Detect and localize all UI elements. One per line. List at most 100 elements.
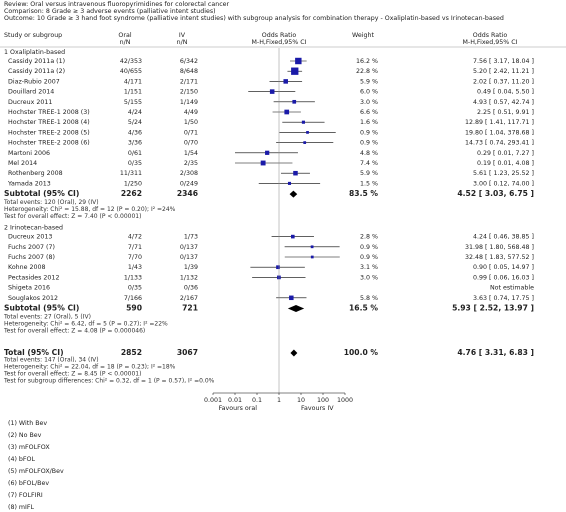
x-tick-label: 1000 [337, 397, 353, 404]
oral-events: 5/155 [124, 99, 142, 106]
point-estimate [293, 170, 298, 176]
odds-ratio: 4.76 [ 3.31, 6.83 ] [457, 348, 534, 357]
iv-events: 3067 [177, 348, 198, 357]
review: Review: Oral versus intravenous fluoropy… [4, 1, 230, 8]
outcome: Outcome: 10 Grade ≥ 3 hand foot syndrome… [4, 15, 504, 22]
study-name: Hochster TREE-2 2008 (6) [8, 140, 90, 147]
oral-events: 1/250 [124, 180, 142, 187]
odds-ratio: 5.61 [ 1.23, 25.52 ] [473, 170, 534, 177]
oral-events: 1/151 [124, 89, 142, 96]
iv-events: 0/71 [184, 129, 198, 136]
weight: 22.8 % [356, 68, 378, 75]
iv-events: 0/137 [180, 254, 198, 261]
weight: 5.9 % [360, 170, 378, 177]
weight: 3.0 % [360, 99, 378, 106]
odds-ratio: 7.56 [ 3.17, 18.04 ] [473, 58, 534, 65]
point-estimate [289, 295, 294, 301]
col-plot-sub: M-H,Fixed,95% CI [251, 39, 306, 46]
point-estimate [276, 265, 280, 270]
col-iv-sub: n/N [177, 39, 188, 46]
odds-ratio: 4.52 [ 3.03, 6.75 ] [457, 189, 534, 198]
odds-ratio: 0.90 [ 0.05, 14.97 ] [473, 264, 534, 271]
point-estimate [287, 181, 292, 185]
point-estimate [269, 89, 275, 94]
point-estimate [265, 150, 270, 155]
study-name: Pectasides 2012 [8, 274, 59, 281]
odds-ratio: 14.73 [ 0.74, 293.41 ] [465, 140, 534, 147]
odds-ratio: 0.99 [ 0.06, 16.03 ] [473, 274, 534, 281]
group-title: 1 Oxaliplatin-based [4, 49, 65, 56]
odds-ratio: 31.98 [ 1.80, 568.48 ] [465, 244, 534, 251]
oral-events: 590 [126, 304, 142, 313]
weight: 0.9 % [360, 254, 378, 261]
subgroup-note: Heterogeneity: Chi² = 6.42, df = 5 (P = … [4, 321, 168, 328]
study-name: Yamada 2013 [7, 180, 51, 187]
col-study: Study or subgroup [4, 32, 62, 39]
odds-ratio: 0.29 [ 0.01, 7.27 ] [477, 150, 534, 157]
col-or-sub: M-H,Fixed,95% CI [462, 39, 517, 46]
iv-events: 1/73 [184, 234, 198, 241]
x-tick-label: 0.01 [228, 397, 242, 404]
odds-ratio: 5.93 [ 2.52, 13.97 ] [452, 304, 534, 313]
point-estimate [284, 109, 290, 115]
study-name: Diaz-Rubio 2007 [8, 78, 60, 85]
weight: 5.8 % [360, 295, 378, 302]
iv-events: 0/137 [180, 244, 198, 251]
favours-right: Favours IV [301, 405, 334, 412]
footnote: (1) With Bev [8, 420, 47, 427]
study-name: Subtotal (95% CI) [4, 304, 79, 313]
odds-ratio: 12.89 [ 1.41, 117.71 ] [465, 119, 534, 126]
point-estimate [291, 67, 299, 75]
oral-events: 42/353 [120, 58, 142, 65]
study-name: Martoni 2006 [8, 150, 50, 157]
point-estimate [283, 79, 288, 84]
weight: 16.2 % [356, 58, 378, 65]
total-note: Heterogeneity: Chi² = 22.04, df = 18 (P … [4, 364, 176, 371]
iv-events: 2/35 [184, 160, 198, 167]
point-estimate [301, 120, 305, 124]
iv-events: 2346 [177, 189, 198, 198]
subgroup-note: Heterogeneity: Chi² = 15.88, df = 12 (P … [4, 206, 176, 213]
oral-events: 0/35 [128, 160, 142, 167]
subgroup-note: Test for overall effect: Z = 4.08 (P = 0… [3, 328, 145, 335]
oral-events: 0/61 [128, 150, 142, 157]
study-name: Fuchs 2007 (8) [8, 254, 55, 261]
point-estimate [292, 99, 297, 104]
oral-events: 4/72 [128, 234, 142, 241]
point-estimate [310, 255, 314, 259]
footnote: (3) mFOLFOX [8, 444, 50, 451]
footnote: (2) No Bev [8, 432, 42, 439]
study-name: Kohne 2008 [8, 264, 46, 271]
total-note: Test for overall effect: Z = 8.45 (P < 0… [3, 371, 141, 378]
x-tick-label: 1 [277, 397, 281, 404]
study-name: Total (95% CI) [4, 348, 64, 357]
group-title: 2 Irinotecan-based [4, 225, 63, 232]
x-tick-label: 0.001 [204, 397, 222, 404]
study-name: Hochster TREE-1 2008 (3) [8, 109, 90, 116]
footnote: (5) mFOLFOX/Bev [8, 468, 64, 475]
weight: 83.5 % [349, 189, 378, 198]
iv-events: 0/249 [180, 180, 198, 187]
weight: 0.9 % [360, 129, 378, 136]
iv-events: 1/50 [184, 119, 198, 126]
weight: 3.1 % [360, 264, 378, 271]
footnote: (7) FOLFIRI [8, 492, 43, 499]
x-tick-label: 0.1 [252, 397, 262, 404]
footnote: (8) mIFL [8, 504, 35, 511]
weight: 16.5 % [349, 304, 378, 313]
iv-events: 1/149 [180, 99, 198, 106]
oral-events: 7/70 [128, 254, 142, 261]
odds-ratio: 2.25 [ 0.51, 9.91 ] [477, 109, 534, 116]
oral-events: 0/35 [128, 285, 142, 292]
col-oral: Oral [118, 32, 131, 39]
study-name: Ducreux 2013 [8, 234, 52, 241]
weight: 1.5 % [360, 180, 378, 187]
weight: 0.9 % [360, 244, 378, 251]
point-estimate [310, 245, 314, 249]
study-name: Douillard 2014 [8, 89, 54, 96]
weight: 6.6 % [360, 109, 378, 116]
weight: 1.6 % [360, 119, 378, 126]
weight: 3.0 % [360, 274, 378, 281]
study-name: Souglakos 2012 [8, 295, 58, 302]
